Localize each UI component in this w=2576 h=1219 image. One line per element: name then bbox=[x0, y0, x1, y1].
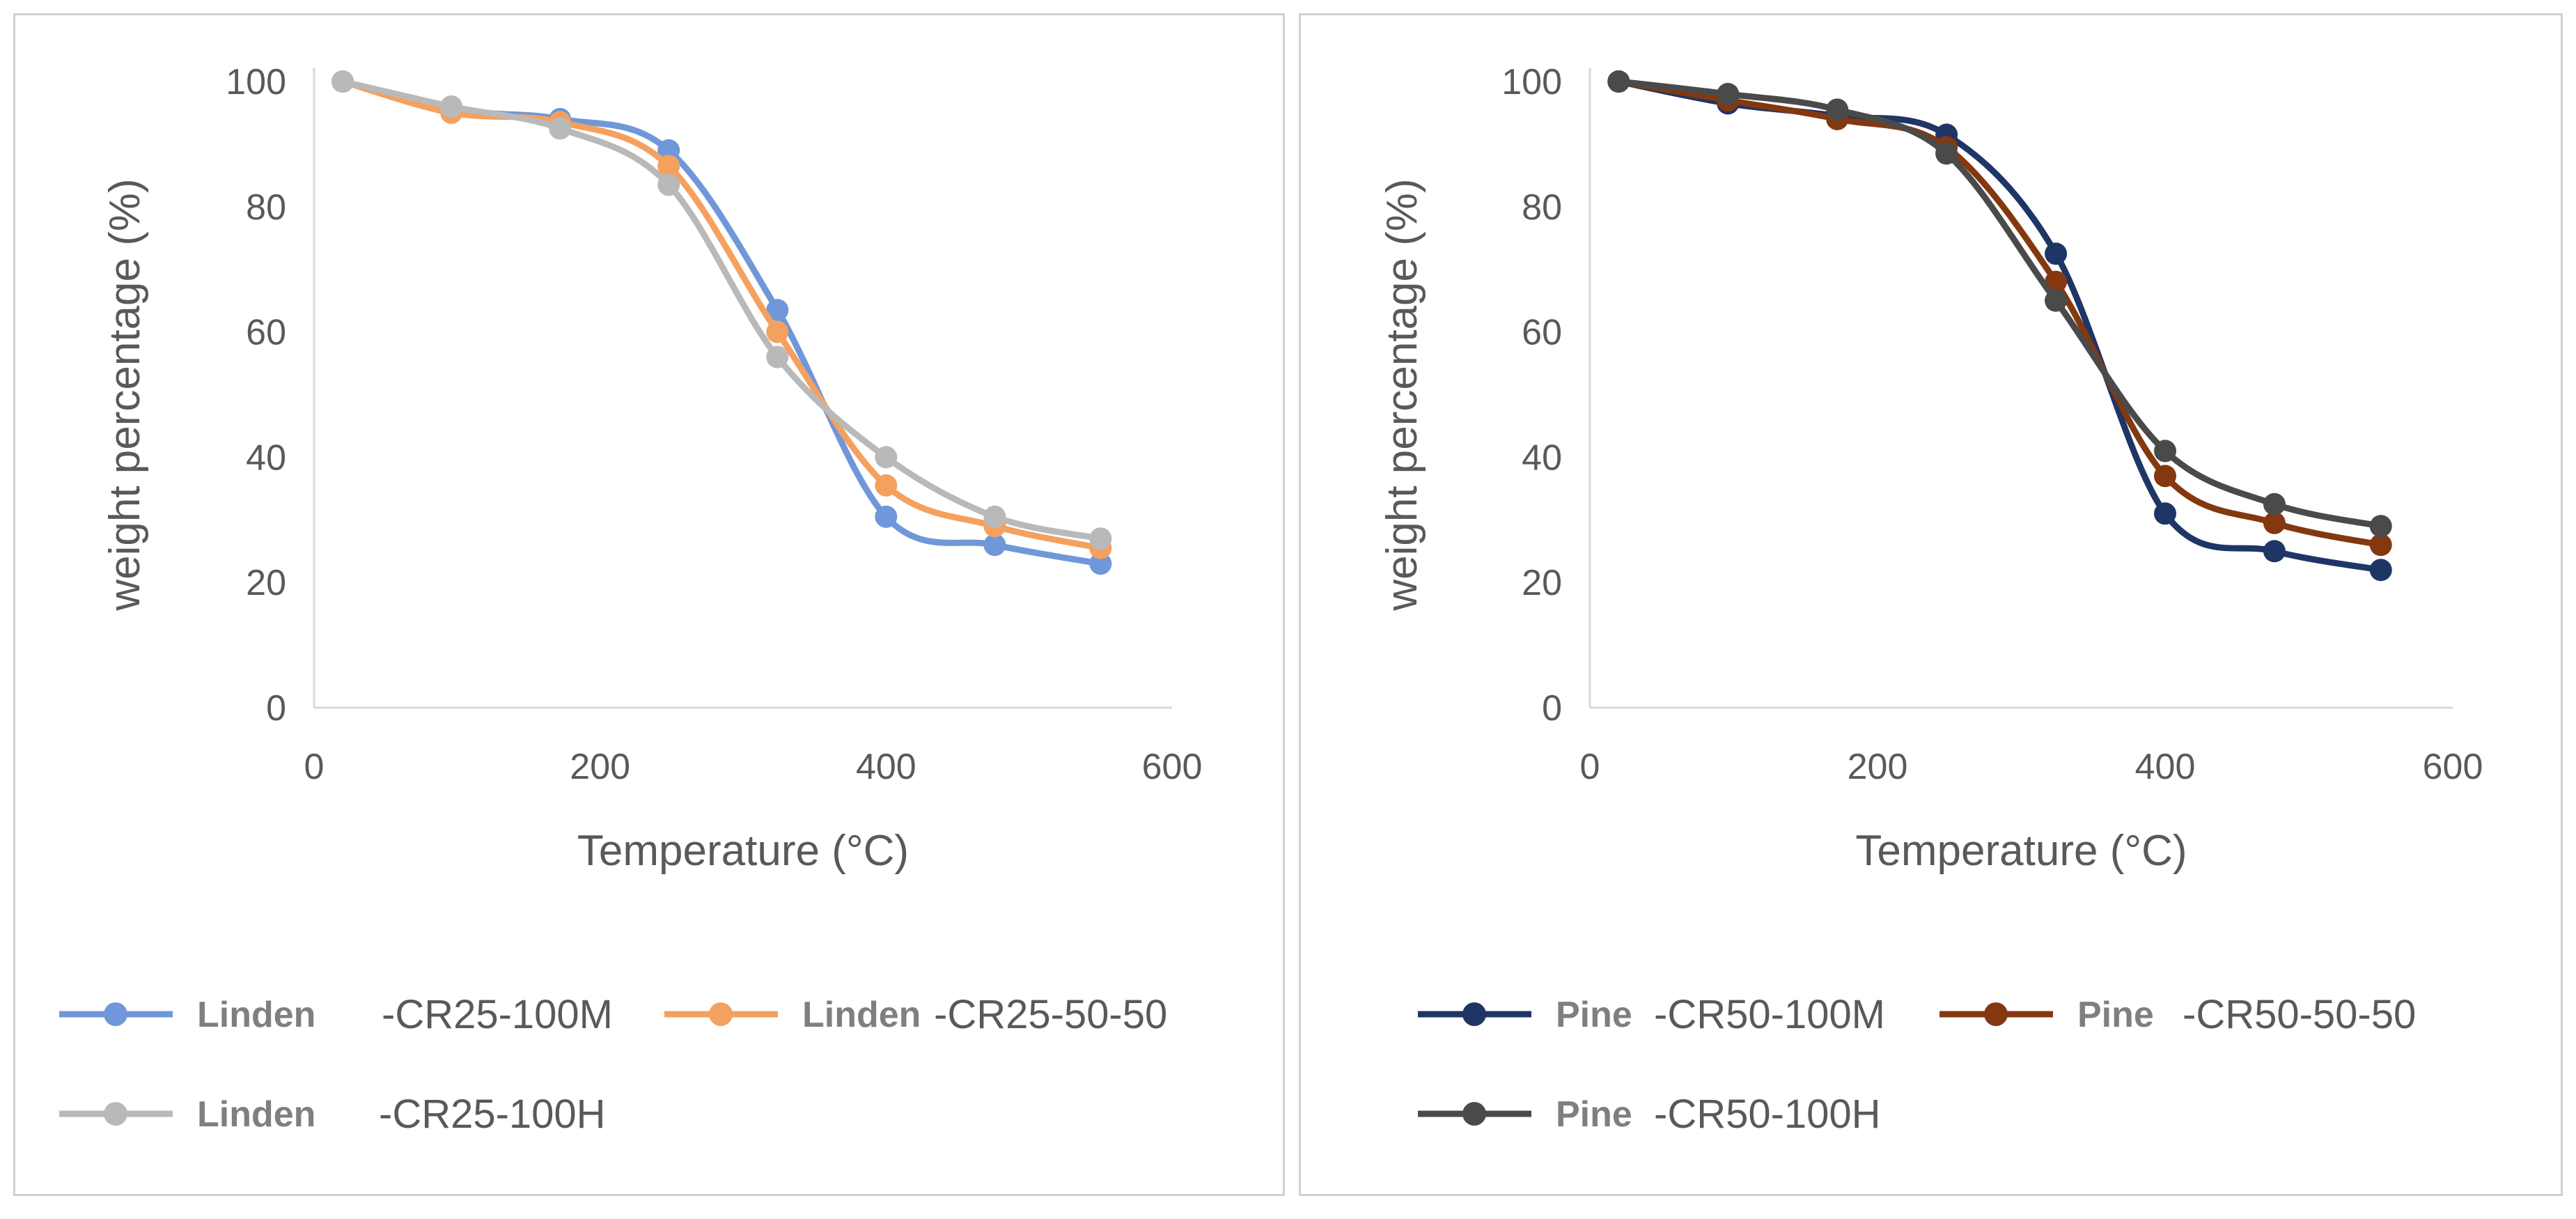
data-point bbox=[875, 505, 898, 528]
y-tick-label: 100 bbox=[226, 62, 286, 102]
legend-marker bbox=[1462, 1002, 1486, 1026]
data-point bbox=[1826, 98, 1849, 121]
data-point bbox=[1089, 552, 1112, 575]
data-point bbox=[2369, 515, 2392, 538]
legend-marker bbox=[709, 1002, 733, 1026]
data-point bbox=[657, 155, 680, 178]
data-point bbox=[1607, 70, 1630, 93]
x-tick-label: 200 bbox=[1848, 747, 1908, 787]
legend-marker bbox=[104, 1102, 127, 1126]
y-axis-title: weight percentage (%) bbox=[1378, 178, 1426, 611]
series-line bbox=[339, 78, 1104, 542]
data-point bbox=[657, 173, 680, 196]
chart-panel-pine bbox=[1299, 13, 2563, 1196]
y-tick-label: 20 bbox=[1522, 563, 1562, 603]
data-point bbox=[983, 534, 1006, 557]
x-tick-label: 400 bbox=[2135, 747, 2196, 787]
legend-label-bold: Linden bbox=[802, 995, 921, 1035]
data-point bbox=[1717, 82, 1740, 105]
y-tick-label: 20 bbox=[246, 563, 286, 603]
chart-linden: 0 20 40 60 80 100 0 200 400 600 Temperature (°C) we… bbox=[59, 62, 1202, 1137]
y-tick-label: 60 bbox=[246, 313, 286, 353]
legend-marker bbox=[104, 1002, 127, 1026]
y-tick-label: 40 bbox=[246, 437, 286, 478]
series-line bbox=[339, 78, 1104, 567]
x-axis-title: Temperature (°C) bbox=[577, 827, 909, 875]
legend-label-bold: Pine bbox=[1556, 1094, 1632, 1135]
data-point bbox=[2045, 242, 2068, 265]
x-tick-label: 600 bbox=[2423, 747, 2483, 787]
data-point bbox=[1089, 527, 1112, 550]
legend-label-bold: Linden bbox=[197, 1094, 315, 1135]
data-point bbox=[2154, 465, 2176, 488]
chart-pine: 0 20 40 60 80 100 0 200 400 600 Temperature (°C) we… bbox=[1378, 62, 2483, 1137]
series-line bbox=[1615, 78, 2384, 529]
legend-marker bbox=[1984, 1002, 2008, 1026]
y-tick-label: 0 bbox=[266, 688, 286, 729]
data-point bbox=[1935, 142, 1958, 165]
legend-label: -CR25-100H bbox=[379, 1092, 606, 1137]
data-point bbox=[2154, 440, 2176, 463]
data-point bbox=[766, 320, 789, 343]
data-point bbox=[2045, 289, 2068, 312]
x-tick-label: 200 bbox=[570, 747, 630, 787]
data-point bbox=[2154, 502, 2176, 525]
y-tick-label: 80 bbox=[1522, 187, 1562, 228]
x-tick-label: 400 bbox=[856, 747, 916, 787]
data-point bbox=[766, 345, 789, 368]
data-point bbox=[657, 139, 680, 162]
x-tick-label: 0 bbox=[304, 747, 325, 787]
legend-label: -CR50-100H bbox=[1654, 1092, 1881, 1137]
x-axis-title: Temperature (°C) bbox=[1855, 827, 2187, 875]
data-point bbox=[983, 505, 1006, 528]
y-tick-label: 40 bbox=[1522, 437, 1562, 478]
data-point bbox=[2263, 540, 2286, 563]
y-tick-label: 100 bbox=[1501, 62, 1562, 102]
data-point bbox=[440, 95, 463, 118]
x-tick-label: 600 bbox=[1142, 747, 1203, 787]
y-tick-label: 80 bbox=[246, 187, 286, 228]
data-point bbox=[2263, 492, 2286, 515]
data-point bbox=[766, 299, 789, 322]
data-point bbox=[2263, 511, 2286, 534]
data-point bbox=[2369, 559, 2392, 582]
legend-label-bold: Pine bbox=[2077, 995, 2154, 1035]
data-point bbox=[875, 474, 898, 497]
series-line bbox=[339, 78, 1104, 552]
legend-label: -CR50-100M bbox=[1654, 992, 1885, 1037]
y-tick-label: 60 bbox=[1522, 313, 1562, 353]
data-point bbox=[549, 117, 572, 140]
legend-label: -CR25-50-50 bbox=[934, 992, 1167, 1037]
legend-marker bbox=[1462, 1102, 1486, 1126]
legend-label: -CR50-50-50 bbox=[2183, 992, 2416, 1037]
data-point bbox=[875, 446, 898, 469]
data-point bbox=[331, 70, 354, 93]
y-tick-label: 0 bbox=[1542, 688, 1562, 729]
y-axis-title: weight percentage (%) bbox=[101, 178, 149, 611]
legend-label-bold: Pine bbox=[1556, 995, 1632, 1035]
x-tick-label: 0 bbox=[1580, 747, 1600, 787]
chart-panel-linden bbox=[13, 13, 1285, 1196]
data-point bbox=[2369, 534, 2392, 557]
legend-label-bold: Linden bbox=[197, 995, 315, 1035]
legend-label: -CR25-100M bbox=[382, 992, 613, 1037]
series-line bbox=[1615, 78, 2384, 548]
